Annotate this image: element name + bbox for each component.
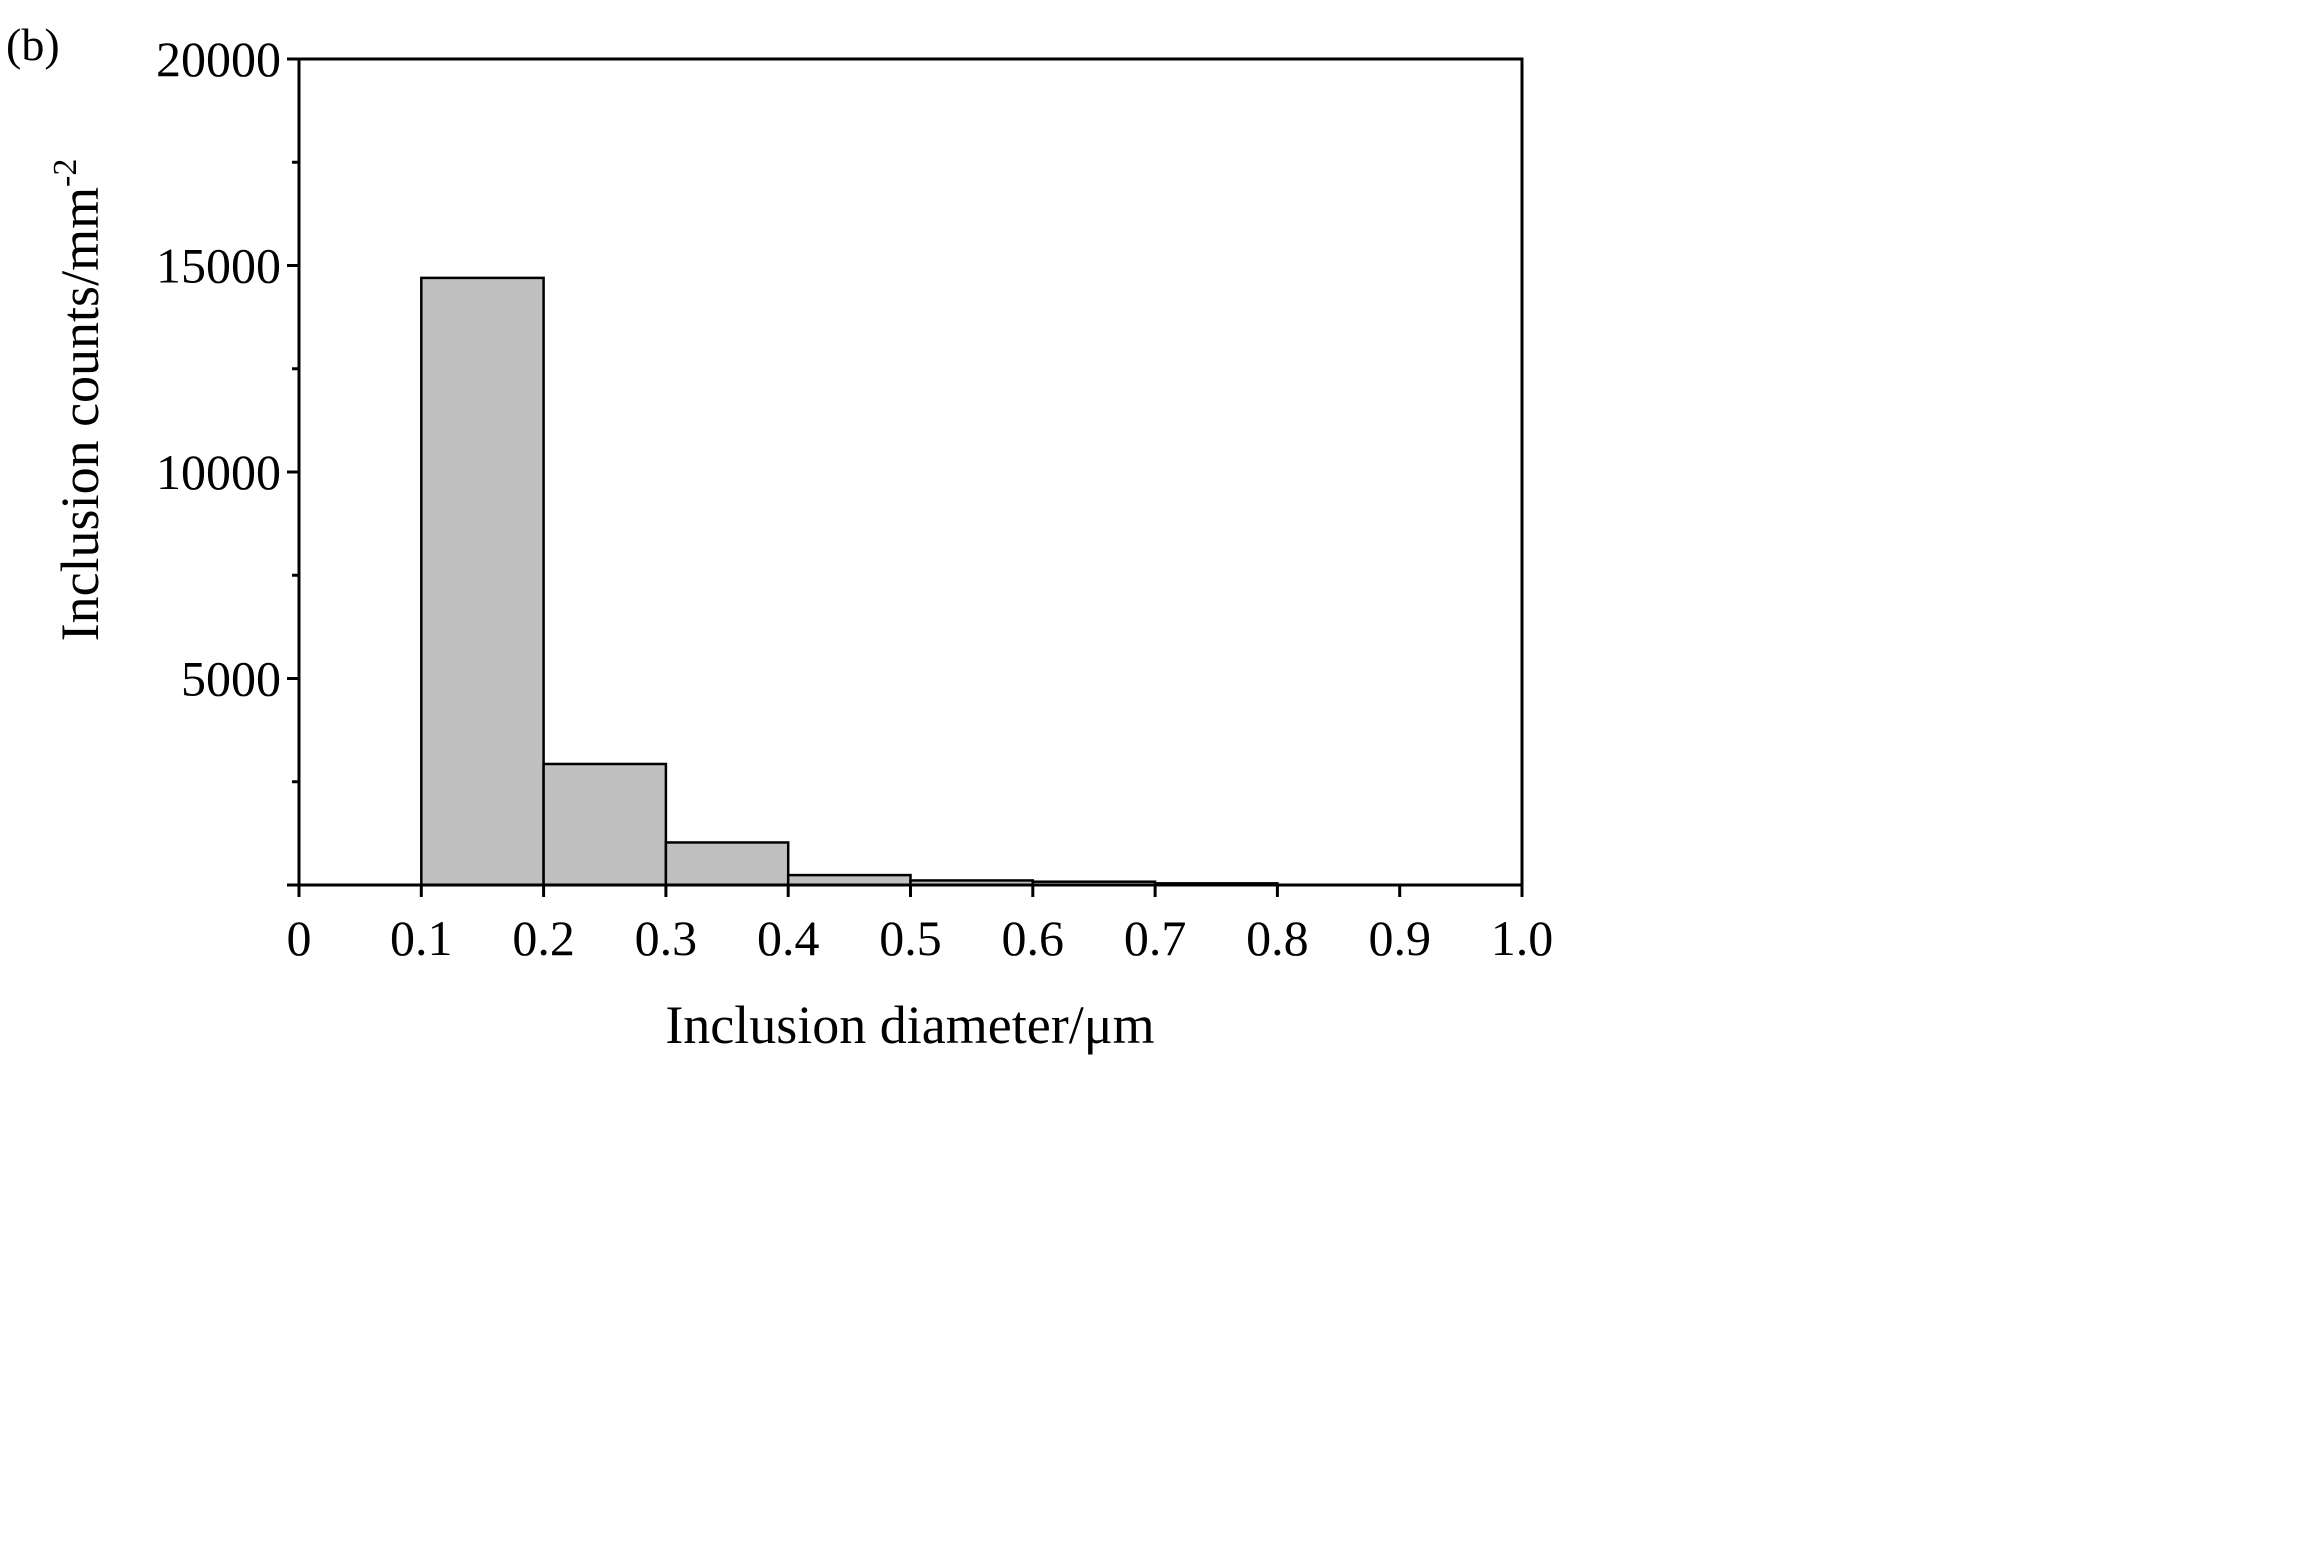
y-axis-title-superscript: -2 <box>47 159 84 187</box>
x-axis-tick-labels: 0 0.1 0.2 0.3 0.4 0.5 0.6 0.7 0.8 0.9 1.0 <box>287 910 1554 966</box>
y-axis-title-base: Inclusion counts/mm <box>50 187 110 641</box>
y-axis-title: Inclusion counts/mm-2 <box>47 159 110 642</box>
y-tick-label-15000: 15000 <box>156 238 281 294</box>
x-tick-label-4: 0.4 <box>757 910 820 966</box>
x-tick-label-5: 0.5 <box>879 910 942 966</box>
bar-2 <box>664 841 790 887</box>
x-axis-ticks <box>297 885 1524 897</box>
y-axis-tick-labels: 5000 10000 15000 20000 <box>156 31 281 707</box>
x-tick-label-10: 1.0 <box>1491 910 1554 966</box>
y-tick-label-10000: 10000 <box>156 444 281 500</box>
bars-group <box>420 276 1279 887</box>
x-axis-title: Inclusion diameter/μm <box>665 995 1154 1055</box>
x-tick-label-9: 0.9 <box>1368 910 1431 966</box>
x-tick-label-2: 0.2 <box>512 910 575 966</box>
bar-1 <box>542 762 668 887</box>
x-tick-label-7: 0.7 <box>1124 910 1187 966</box>
x-tick-label-1: 0.1 <box>390 910 453 966</box>
histogram-chart: (b) 5000 10000 15000 20000 0 0.1 0.2 0.3 0.4 0.5… <box>6 19 1554 1055</box>
x-tick-label-8: 0.8 <box>1246 910 1309 966</box>
y-tick-label-5000: 5000 <box>181 651 281 707</box>
y-axis-ticks <box>287 57 299 887</box>
x-tick-label-6: 0.6 <box>1002 910 1065 966</box>
panel-label: (b) <box>6 19 60 70</box>
y-tick-label-20000: 20000 <box>156 31 281 87</box>
bar-0 <box>420 276 545 887</box>
x-tick-label-0: 0 <box>287 910 312 966</box>
x-tick-label-3: 0.3 <box>635 910 698 966</box>
